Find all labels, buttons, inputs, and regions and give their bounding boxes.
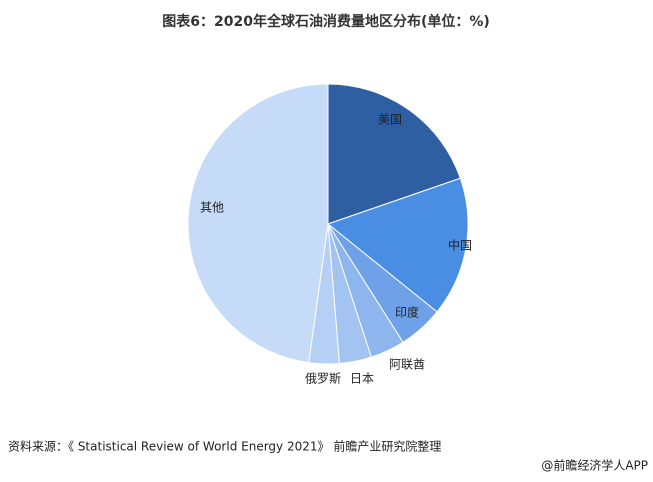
slice-label: 俄罗斯 xyxy=(305,372,341,386)
source: 资料来源：《 Statistical Review of World Energ… xyxy=(8,439,441,454)
pie-slice xyxy=(327,83,461,225)
slice-label: 中国 xyxy=(448,238,472,253)
slice-label: 其他 xyxy=(200,201,224,215)
footer: @前瞻经济学人APP xyxy=(541,458,648,473)
slice-label: 美国 xyxy=(378,113,402,127)
pie-slice xyxy=(187,83,329,364)
slice-label: 阿联酋 xyxy=(389,357,425,372)
slice-label: 印度 xyxy=(395,305,419,320)
chart-title: 图表6：2020年全球石油消费量地区分布(单位：%) xyxy=(162,13,490,30)
slice-label: 日本 xyxy=(350,372,374,386)
pie-slice xyxy=(326,177,469,313)
